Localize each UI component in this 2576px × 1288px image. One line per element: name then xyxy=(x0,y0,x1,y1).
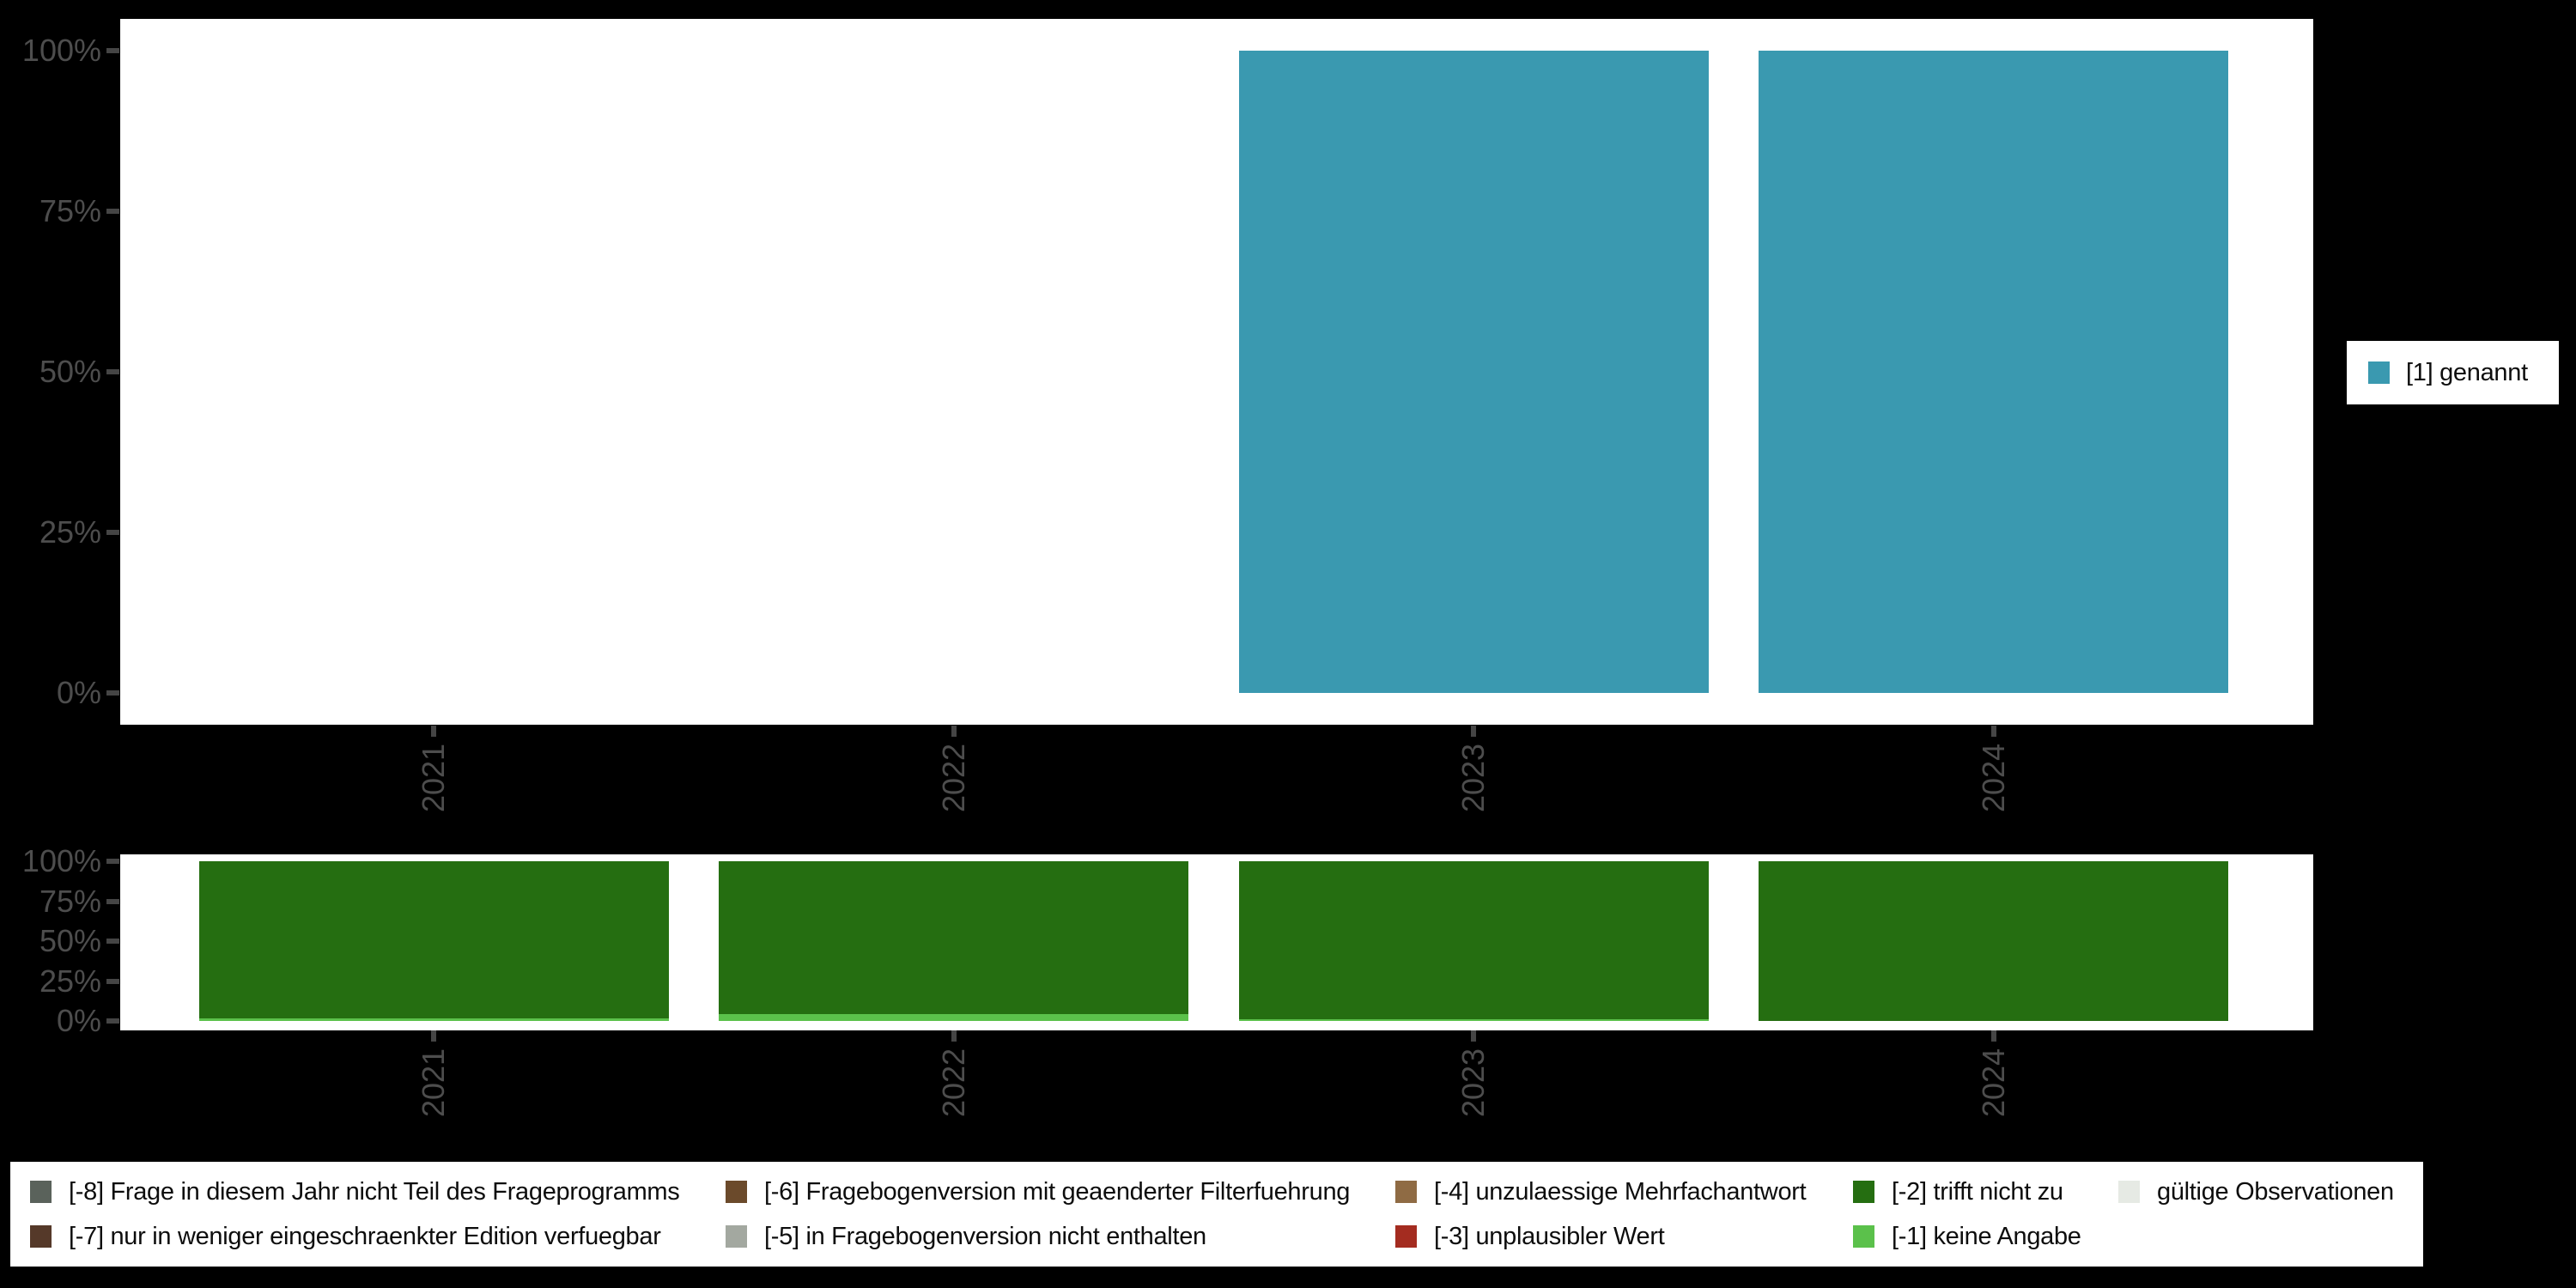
genannt-legend-swatch xyxy=(2368,361,2390,384)
y-tick-mark xyxy=(106,939,119,944)
x-tick-label-2023: 2023 xyxy=(1455,1048,1491,1118)
legend-swatch xyxy=(726,1225,747,1248)
y-tick-label-75pct: 75% xyxy=(39,193,101,228)
bar-2023---2-trifft-nicht-zu xyxy=(1238,861,1709,1020)
legend-swatch xyxy=(2118,1181,2140,1203)
missing-codes-legend: [-8] Frage in diesem Jahr nicht Teil des… xyxy=(10,1162,2423,1267)
x-tick-label-2021: 2021 xyxy=(416,743,451,813)
x-tick-label-2022: 2022 xyxy=(935,743,971,813)
x-tick-mark-2023 xyxy=(1471,1030,1476,1042)
right-legend: [1] genannt xyxy=(2347,341,2559,404)
bar-2021---2-trifft-nicht-zu xyxy=(198,861,669,1019)
y-tick-mark xyxy=(106,690,119,696)
y-tick-label-75pct: 75% xyxy=(39,883,101,919)
bar-2024---2-trifft-nicht-zu xyxy=(1759,861,2228,1021)
legend-label: [-1] keine Angabe xyxy=(1892,1223,2081,1250)
y-tick-mark xyxy=(106,898,119,904)
x-tick-label-2023: 2023 xyxy=(1455,743,1491,813)
legend-label: [-2] trifft nicht zu xyxy=(1892,1178,2063,1206)
genannt-legend-label: [1] genannt xyxy=(2406,359,2528,386)
x-tick-label-2022: 2022 xyxy=(935,1048,971,1118)
y-tick-label-50pct: 50% xyxy=(39,923,101,958)
legend-label: [-6] Fragebogenversion mit geaenderter F… xyxy=(764,1178,1351,1206)
y-tick-label-25pct: 25% xyxy=(39,963,101,999)
legend-swatch xyxy=(726,1181,747,1203)
y-tick-label-0pct: 0% xyxy=(56,1003,101,1038)
x-tick-mark-2022 xyxy=(951,726,957,737)
bar-2022---2-trifft-nicht-zu xyxy=(719,861,1188,1014)
bar-2024--1-genannt xyxy=(1759,51,2228,693)
legend-swatch xyxy=(1853,1225,1874,1248)
x-tick-mark-2022 xyxy=(951,1030,957,1042)
y-tick-mark xyxy=(106,530,119,535)
x-tick-label-2024: 2024 xyxy=(1975,743,2011,813)
bar-2023---1-keine-angabe xyxy=(1238,1019,1709,1021)
x-tick-mark-2023 xyxy=(1471,726,1476,737)
y-tick-label-100pct: 100% xyxy=(21,843,101,878)
y-tick-mark xyxy=(106,48,119,53)
x-tick-mark-2024 xyxy=(1990,726,1996,737)
y-tick-mark xyxy=(106,369,119,374)
bar-2022---1-keine-angabe xyxy=(719,1013,1188,1021)
bar-2021---1-keine-angabe xyxy=(198,1018,669,1021)
legend-swatch xyxy=(1853,1181,1874,1203)
bar-2023--1-genannt xyxy=(1238,51,1709,693)
legend-swatch xyxy=(30,1181,52,1203)
legend-label: gültige Observationen xyxy=(2157,1178,2394,1206)
legend-label: [-4] unzulaessige Mehrfachantwort xyxy=(1434,1178,1807,1206)
x-tick-mark-2021 xyxy=(431,1030,436,1042)
y-tick-mark xyxy=(106,1018,119,1024)
legend-label: [-8] Frage in diesem Jahr nicht Teil des… xyxy=(69,1178,680,1206)
legend-swatch xyxy=(1395,1225,1417,1248)
y-tick-mark xyxy=(106,209,119,214)
x-tick-mark-2024 xyxy=(1990,1030,1996,1042)
y-tick-label-0pct: 0% xyxy=(56,675,101,710)
y-tick-mark xyxy=(106,978,119,984)
y-tick-label-50pct: 50% xyxy=(39,354,101,389)
legend-label: [-3] unplausibler Wert xyxy=(1434,1223,1665,1250)
legend-swatch xyxy=(30,1225,52,1248)
legend-swatch xyxy=(1395,1181,1417,1203)
x-tick-mark-2021 xyxy=(431,726,436,737)
y-tick-label-100pct: 100% xyxy=(21,33,101,68)
legend-label: [-5] in Fragebogenversion nicht enthalte… xyxy=(764,1223,1206,1250)
y-tick-label-25pct: 25% xyxy=(39,514,101,550)
x-tick-label-2021: 2021 xyxy=(416,1048,451,1118)
legend-label: [-7] nur in weniger eingeschraenkter Edi… xyxy=(69,1223,661,1250)
x-tick-label-2024: 2024 xyxy=(1975,1048,2011,1118)
y-tick-mark xyxy=(106,859,119,864)
